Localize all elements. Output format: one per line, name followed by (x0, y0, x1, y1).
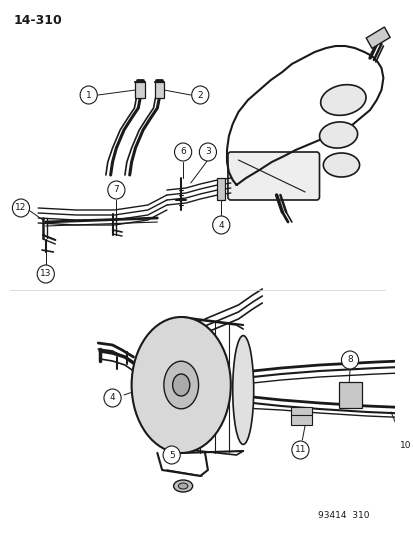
Text: 13: 13 (40, 270, 51, 279)
Text: 11: 11 (294, 446, 306, 455)
Circle shape (163, 446, 180, 464)
Text: 4: 4 (218, 221, 223, 230)
Text: 4: 4 (109, 393, 115, 402)
Text: 7: 7 (113, 185, 119, 195)
Ellipse shape (232, 336, 253, 445)
Ellipse shape (131, 317, 230, 453)
Circle shape (191, 86, 209, 104)
Text: 1: 1 (85, 91, 91, 100)
Text: 8: 8 (347, 356, 352, 365)
Bar (135, 82, 145, 98)
Bar (338, 382, 361, 408)
Circle shape (212, 216, 229, 234)
Text: 5: 5 (169, 450, 174, 459)
Circle shape (291, 441, 308, 459)
Bar (217, 178, 225, 200)
Circle shape (405, 331, 413, 349)
Text: 12: 12 (15, 204, 26, 213)
Ellipse shape (164, 361, 198, 409)
Ellipse shape (319, 122, 357, 148)
Text: 9: 9 (411, 335, 413, 344)
Circle shape (37, 265, 54, 283)
Bar (290, 415, 311, 425)
Circle shape (396, 436, 413, 454)
Ellipse shape (173, 480, 192, 492)
Bar (366, 27, 389, 49)
Circle shape (341, 351, 358, 369)
Circle shape (174, 143, 191, 161)
Bar (154, 82, 164, 98)
FancyBboxPatch shape (228, 152, 319, 200)
Circle shape (107, 181, 125, 199)
Ellipse shape (172, 374, 189, 396)
Text: 3: 3 (204, 148, 210, 157)
Circle shape (80, 86, 97, 104)
Text: 2: 2 (197, 91, 203, 100)
Text: 14-310: 14-310 (13, 14, 62, 27)
Bar (290, 407, 311, 417)
Ellipse shape (178, 483, 188, 489)
Ellipse shape (323, 153, 359, 177)
Circle shape (199, 143, 216, 161)
Circle shape (104, 389, 121, 407)
Text: 10: 10 (399, 440, 410, 449)
Text: 6: 6 (180, 148, 185, 157)
Text: 93414  310: 93414 310 (317, 511, 368, 520)
Ellipse shape (320, 85, 365, 115)
Circle shape (12, 199, 29, 217)
